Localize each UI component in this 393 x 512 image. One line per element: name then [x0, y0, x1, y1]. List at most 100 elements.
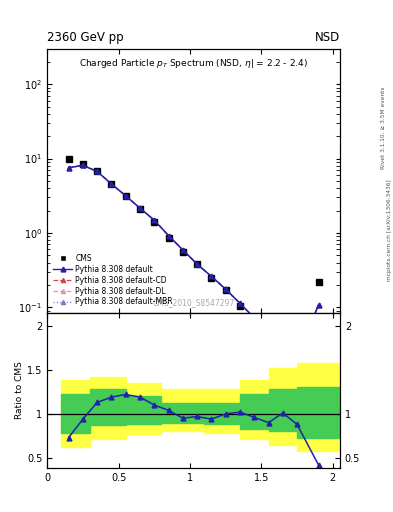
Pythia 8.308 default-DL — [66, 165, 71, 171]
Pythia 8.308 default-MBR — [252, 315, 257, 321]
Pythia 8.308 default-MBR — [152, 217, 157, 223]
Pythia 8.308 default-CD — [316, 302, 321, 308]
CMS — [316, 279, 321, 285]
Bar — [240, 394, 268, 429]
Pythia 8.308 default-CD — [180, 247, 185, 253]
Bar — [162, 403, 204, 423]
Pythia 8.308 default — [180, 247, 185, 253]
Pythia 8.308 default-MBR — [166, 232, 171, 239]
Pythia 8.308 default — [166, 232, 171, 239]
Bar — [297, 363, 340, 451]
Line: Pythia 8.308 default-DL: Pythia 8.308 default-DL — [66, 163, 321, 360]
Line: CMS: CMS — [66, 156, 321, 370]
Pythia 8.308 default-DL — [223, 286, 228, 292]
Pythia 8.308 default-CD — [295, 355, 299, 361]
CMS — [95, 168, 99, 174]
Pythia 8.308 default-CD — [195, 261, 200, 267]
Pythia 8.308 default-DL — [95, 168, 99, 175]
Pythia 8.308 default-CD — [238, 300, 242, 306]
Bar — [162, 389, 204, 432]
Pythia 8.308 default-MBR — [123, 193, 128, 199]
Pythia 8.308 default-DL — [209, 273, 214, 280]
Line: Pythia 8.308 default-MBR: Pythia 8.308 default-MBR — [66, 163, 321, 360]
Pythia 8.308 default-CD — [166, 232, 171, 239]
Bar — [204, 389, 240, 433]
CMS — [223, 287, 228, 293]
Text: Rivet 3.1.10, ≥ 3.5M events: Rivet 3.1.10, ≥ 3.5M events — [381, 87, 386, 169]
CMS — [238, 303, 242, 309]
Pythia 8.308 default — [238, 300, 242, 306]
Pythia 8.308 default-DL — [195, 261, 200, 267]
Pythia 8.308 default-CD — [152, 217, 157, 223]
Pythia 8.308 default — [195, 261, 200, 267]
Pythia 8.308 default-MBR — [266, 329, 271, 335]
Pythia 8.308 default-CD — [81, 162, 85, 168]
Pythia 8.308 default — [223, 286, 228, 292]
CMS — [109, 181, 114, 187]
Y-axis label: Ratio to CMS: Ratio to CMS — [15, 361, 24, 419]
Text: 2360 GeV pp: 2360 GeV pp — [47, 31, 124, 44]
Pythia 8.308 default — [209, 273, 214, 280]
Pythia 8.308 default-CD — [123, 193, 128, 199]
Pythia 8.308 default-MBR — [238, 300, 242, 306]
Bar — [126, 396, 162, 424]
Bar — [126, 383, 162, 434]
Bar — [90, 377, 126, 438]
Pythia 8.308 default-CD — [223, 286, 228, 292]
Pythia 8.308 default-MBR — [81, 162, 85, 168]
Pythia 8.308 default-MBR — [316, 302, 321, 308]
Pythia 8.308 default-DL — [180, 247, 185, 253]
Pythia 8.308 default-CD — [66, 165, 71, 171]
Pythia 8.308 default-DL — [109, 181, 114, 187]
Line: Pythia 8.308 default-CD: Pythia 8.308 default-CD — [66, 163, 321, 360]
Pythia 8.308 default — [252, 315, 257, 321]
Pythia 8.308 default — [152, 217, 157, 223]
Pythia 8.308 default-DL — [81, 162, 85, 168]
Pythia 8.308 default — [281, 341, 285, 347]
Pythia 8.308 default — [95, 168, 99, 175]
CMS — [281, 364, 285, 370]
Pythia 8.308 default — [138, 205, 142, 211]
Bar — [90, 389, 126, 425]
Pythia 8.308 default-DL — [316, 302, 321, 308]
Bar — [204, 403, 240, 424]
Pythia 8.308 default — [66, 165, 71, 171]
CMS — [195, 261, 200, 267]
CMS — [123, 194, 128, 200]
Pythia 8.308 default-CD — [266, 329, 271, 335]
Pythia 8.308 default-MBR — [195, 261, 200, 267]
Line: Pythia 8.308 default: Pythia 8.308 default — [66, 163, 321, 360]
CMS — [252, 316, 257, 322]
Bar — [268, 389, 297, 432]
Pythia 8.308 default-DL — [166, 232, 171, 239]
Bar — [268, 368, 297, 445]
CMS — [138, 206, 142, 212]
Pythia 8.308 default-CD — [95, 168, 99, 175]
Text: Charged Particle $p_T$ Spectrum (NSD, $\eta$| = 2.2 - 2.4): Charged Particle $p_T$ Spectrum (NSD, $\… — [79, 56, 308, 70]
Bar — [297, 388, 340, 438]
Pythia 8.308 default — [123, 193, 128, 199]
CMS — [166, 235, 171, 241]
Bar — [61, 394, 90, 433]
Pythia 8.308 default-DL — [152, 217, 157, 223]
Pythia 8.308 default-DL — [281, 341, 285, 347]
Pythia 8.308 default — [266, 329, 271, 335]
Pythia 8.308 default-MBR — [95, 168, 99, 175]
Pythia 8.308 default-DL — [266, 329, 271, 335]
Pythia 8.308 default-CD — [252, 315, 257, 321]
Bar — [240, 380, 268, 438]
Pythia 8.308 default-MBR — [223, 286, 228, 292]
CMS — [295, 364, 299, 370]
Text: NSD: NSD — [315, 31, 340, 44]
Pythia 8.308 default — [295, 355, 299, 361]
CMS — [66, 156, 71, 162]
CMS — [209, 274, 214, 281]
Legend: CMS, Pythia 8.308 default, Pythia 8.308 default-CD, Pythia 8.308 default-DL, Pyt: CMS, Pythia 8.308 default, Pythia 8.308 … — [51, 251, 175, 309]
Pythia 8.308 default-CD — [209, 273, 214, 280]
Pythia 8.308 default-DL — [252, 315, 257, 321]
Pythia 8.308 default-MBR — [295, 355, 299, 361]
CMS — [266, 328, 271, 334]
CMS — [180, 249, 185, 255]
Bar — [61, 380, 90, 447]
CMS — [152, 219, 157, 225]
